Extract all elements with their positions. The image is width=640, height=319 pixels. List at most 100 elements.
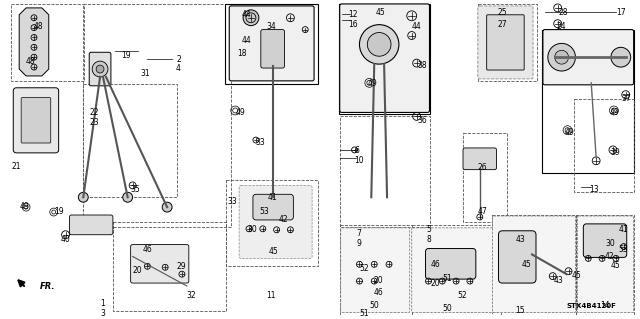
Text: 9: 9 bbox=[356, 239, 362, 248]
FancyBboxPatch shape bbox=[340, 228, 410, 313]
Text: 51: 51 bbox=[442, 274, 452, 283]
Text: 45: 45 bbox=[572, 271, 581, 280]
Text: 45: 45 bbox=[269, 247, 278, 256]
Text: 32: 32 bbox=[187, 291, 196, 300]
Text: 46: 46 bbox=[143, 245, 152, 254]
Text: 44: 44 bbox=[242, 36, 252, 46]
Bar bbox=[340, 225, 412, 315]
Circle shape bbox=[96, 65, 104, 73]
Bar bbox=[12, 4, 84, 81]
Text: STX4B4120F: STX4B4120F bbox=[566, 303, 616, 309]
Text: 18: 18 bbox=[237, 49, 246, 58]
Text: 22: 22 bbox=[89, 108, 99, 117]
Text: 19: 19 bbox=[121, 51, 131, 60]
FancyBboxPatch shape bbox=[478, 6, 533, 79]
Text: 53: 53 bbox=[619, 245, 628, 254]
Text: 11: 11 bbox=[266, 291, 275, 300]
Text: 20: 20 bbox=[373, 276, 383, 285]
Text: 52: 52 bbox=[457, 291, 467, 300]
Text: 48: 48 bbox=[26, 57, 36, 66]
Text: 34: 34 bbox=[267, 22, 276, 31]
Text: 5: 5 bbox=[426, 225, 431, 234]
FancyBboxPatch shape bbox=[583, 224, 627, 257]
Text: 33: 33 bbox=[227, 197, 237, 206]
Text: 48: 48 bbox=[34, 22, 44, 31]
Polygon shape bbox=[19, 8, 49, 76]
Text: 43: 43 bbox=[554, 276, 563, 285]
Text: 25: 25 bbox=[497, 8, 507, 17]
Text: 29: 29 bbox=[177, 262, 187, 271]
FancyBboxPatch shape bbox=[89, 52, 111, 86]
Circle shape bbox=[92, 61, 108, 77]
FancyBboxPatch shape bbox=[239, 185, 312, 258]
Text: 10: 10 bbox=[355, 156, 364, 165]
Text: 14: 14 bbox=[600, 301, 610, 310]
FancyBboxPatch shape bbox=[13, 88, 59, 153]
Text: 30: 30 bbox=[247, 225, 257, 234]
FancyBboxPatch shape bbox=[21, 98, 51, 143]
Text: 16: 16 bbox=[349, 20, 358, 29]
Bar bbox=[227, 181, 318, 266]
Bar bbox=[83, 84, 177, 197]
Bar bbox=[492, 215, 577, 315]
Text: 36: 36 bbox=[418, 116, 428, 125]
FancyBboxPatch shape bbox=[261, 30, 285, 68]
Text: 42: 42 bbox=[278, 215, 288, 224]
Text: 21: 21 bbox=[12, 162, 20, 171]
Text: 52: 52 bbox=[360, 264, 369, 273]
Text: 3: 3 bbox=[100, 309, 105, 318]
FancyBboxPatch shape bbox=[577, 216, 634, 313]
Text: 51: 51 bbox=[360, 309, 369, 318]
Text: 49: 49 bbox=[564, 128, 574, 137]
Text: 2: 2 bbox=[176, 55, 180, 64]
Text: 30: 30 bbox=[605, 239, 615, 248]
Circle shape bbox=[367, 33, 391, 56]
Text: 49: 49 bbox=[610, 108, 620, 117]
FancyBboxPatch shape bbox=[486, 15, 524, 70]
Circle shape bbox=[360, 25, 399, 64]
FancyBboxPatch shape bbox=[131, 245, 189, 283]
Text: 45: 45 bbox=[375, 8, 385, 17]
FancyBboxPatch shape bbox=[499, 231, 536, 283]
Text: 45: 45 bbox=[521, 260, 531, 269]
Text: 41: 41 bbox=[268, 193, 277, 202]
Text: 33: 33 bbox=[256, 138, 266, 147]
Text: 50: 50 bbox=[369, 301, 379, 310]
Bar bbox=[463, 133, 508, 222]
Bar bbox=[113, 222, 227, 311]
Bar bbox=[225, 4, 318, 84]
Text: 53: 53 bbox=[260, 207, 269, 216]
Circle shape bbox=[243, 10, 259, 26]
FancyBboxPatch shape bbox=[493, 216, 575, 313]
Bar bbox=[478, 4, 537, 81]
Text: 27: 27 bbox=[497, 20, 507, 29]
Circle shape bbox=[123, 192, 132, 202]
FancyBboxPatch shape bbox=[426, 249, 476, 279]
Bar bbox=[412, 225, 502, 315]
Text: 42: 42 bbox=[605, 252, 614, 262]
Text: 20: 20 bbox=[431, 279, 440, 288]
Text: 46: 46 bbox=[431, 260, 440, 269]
Text: 20: 20 bbox=[132, 266, 142, 275]
Text: 44: 44 bbox=[242, 10, 252, 19]
Bar bbox=[340, 116, 431, 227]
Text: 15: 15 bbox=[515, 306, 525, 315]
Text: 43: 43 bbox=[515, 235, 525, 244]
Text: 41: 41 bbox=[619, 225, 628, 234]
Text: 35: 35 bbox=[131, 185, 140, 194]
Circle shape bbox=[611, 47, 630, 67]
Text: 17: 17 bbox=[616, 8, 625, 17]
Text: 50: 50 bbox=[442, 304, 452, 313]
Bar bbox=[577, 215, 634, 315]
Text: 49: 49 bbox=[19, 202, 29, 211]
Text: 49: 49 bbox=[235, 108, 245, 117]
Text: 31: 31 bbox=[141, 69, 150, 78]
Text: 23: 23 bbox=[89, 118, 99, 127]
FancyBboxPatch shape bbox=[70, 215, 113, 235]
Text: 46: 46 bbox=[373, 288, 383, 297]
Text: FR.: FR. bbox=[40, 282, 56, 291]
Text: 38: 38 bbox=[418, 61, 428, 70]
Text: 37: 37 bbox=[622, 94, 632, 103]
Text: 44: 44 bbox=[412, 22, 422, 31]
FancyBboxPatch shape bbox=[543, 30, 634, 85]
